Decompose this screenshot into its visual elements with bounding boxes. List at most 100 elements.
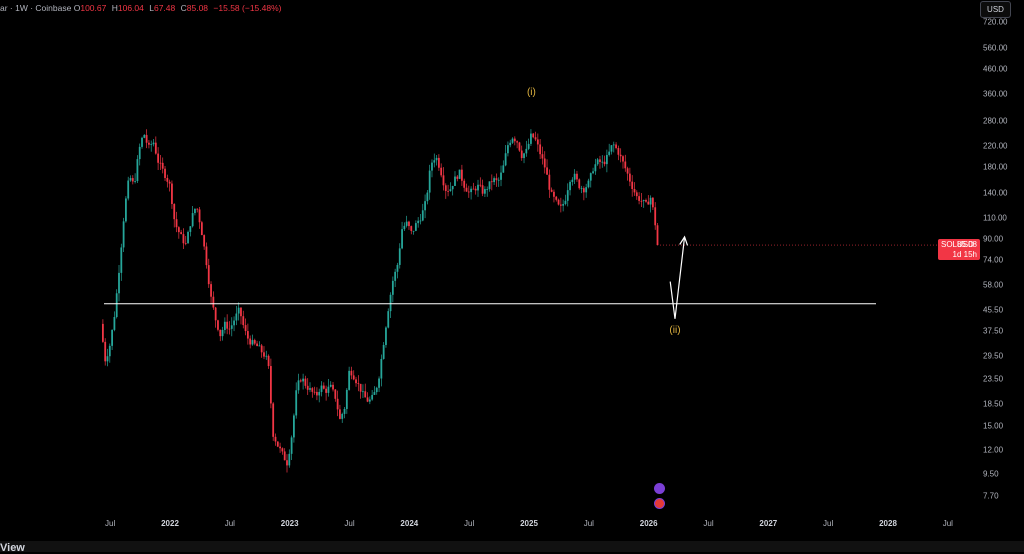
close-value: 85.08 [186,3,209,13]
candle-body [638,196,640,201]
candle-body [516,141,519,143]
wave-label: (ii) [669,325,681,337]
candle-body [368,399,371,402]
candle-body [564,200,567,205]
candle-body [447,190,449,192]
candle-body [403,225,406,230]
candle-body [562,204,565,206]
candle-body [175,219,178,228]
price-tick-label: 12.00 [983,445,1004,455]
close-key: C [180,3,187,13]
wave-label: (i) [526,87,536,99]
candle-body [617,148,620,155]
candle-body [527,143,530,149]
candle-body [394,271,397,281]
price-tick-label: 220.00 [983,141,1008,151]
candle-body [143,134,146,138]
candle-body [576,173,578,180]
candle-body [589,173,592,181]
candle-body [295,390,298,416]
candle-body [490,181,493,183]
price-tick-label: 7.70 [983,491,999,501]
candle-body [624,161,627,169]
candle-body [288,453,291,466]
price-tick-label: 23.50 [983,374,1004,384]
candle-body [359,383,362,392]
candle-body [582,188,585,193]
candle-body [219,329,222,337]
candle-body [467,191,470,193]
candle-body [327,386,330,393]
candle-body [286,460,288,466]
candle-body [654,207,657,226]
candle-body [525,148,528,154]
candle-body [131,178,134,182]
candle-body [118,272,120,294]
candle-body [433,160,436,163]
candle-body [550,189,553,192]
price-tick-label: 9.50 [983,469,999,479]
candle-body [449,189,452,192]
candle-body [313,391,316,393]
candle-body [382,344,385,359]
candle-body [355,379,357,384]
candle-body [520,150,523,159]
ohlc-legend: ar · 1W · Coinbase O100.67 H106.04 L67.4… [0,3,284,13]
candle-body [523,153,525,159]
candle-body [502,165,505,173]
candle-body [424,201,426,211]
candle-body [536,139,539,145]
candle-body [553,191,555,197]
candle-body [322,385,325,389]
high-key: H [111,3,118,13]
candle-body [267,355,270,367]
candle-body [474,188,477,191]
currency-button[interactable]: USD [980,1,1011,18]
price-tick-label: 58.00 [983,280,1004,290]
last-price-badge: SOLUSD 85.08 1d 15h [938,239,980,260]
candle-body [318,391,321,396]
candle-body [410,226,413,231]
candle-body [371,394,374,400]
candle-body [571,179,574,182]
candle-body [605,154,608,165]
candle-body [348,370,351,390]
candle-body [428,170,431,193]
candle-body [182,234,185,244]
projection-path[interactable] [669,236,686,319]
candle-body [458,169,461,179]
candle-body [417,220,420,224]
candle-body [642,199,645,201]
candle-body [460,169,463,181]
candle-body [221,329,224,337]
candle-body [437,157,440,168]
candle-body [233,320,235,326]
price-tick-label: 15.00 [983,421,1004,431]
candle-body [281,448,284,452]
candle-body [622,156,624,162]
candle-body [442,175,445,186]
time-tick-label: 2027 [759,519,778,528]
candle-body [640,200,643,202]
candle-body [145,134,148,143]
symbol-tail: ar · 1W · Coinbase [0,3,72,13]
candle-body [497,179,500,181]
price-tick-label: 140.00 [983,188,1008,198]
candle-body [631,181,634,189]
candle-body [488,181,491,190]
event-icon-lower[interactable] [654,498,665,509]
candle-body [495,178,498,181]
candle-body [302,378,305,382]
candle-body [187,231,189,244]
candle-body [477,184,479,191]
candle-body [421,210,424,221]
candle-body [274,436,277,442]
candle-body [106,356,109,362]
candle-body [615,144,617,149]
candle-body [198,209,201,223]
candle-body [401,229,403,249]
candle-body [276,441,279,447]
candle-body [115,293,118,317]
event-icon-upper[interactable] [654,483,665,494]
